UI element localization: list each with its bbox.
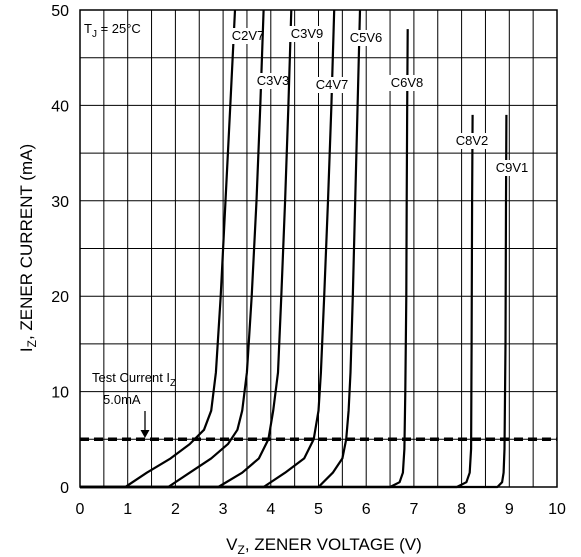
plot-border — [79, 9, 558, 488]
test-current-arrowhead — [140, 430, 150, 438]
curve-label-bg — [494, 160, 530, 176]
curve-label-bg — [389, 75, 425, 91]
y-tick-label: 50 — [51, 3, 69, 20]
condition-label: TJ = 25°C — [84, 21, 141, 40]
curve-label-c6v8: C6V8 — [391, 75, 424, 90]
series-c4v7: C4V7 — [80, 9, 350, 489]
x-tick-label: 9 — [505, 501, 514, 518]
y-tick-label: 0 — [60, 480, 69, 497]
curve-label-c3v3: C3V3 — [257, 73, 290, 88]
x-tick-label: 0 — [76, 501, 85, 518]
curve-label-c4v7: C4V7 — [316, 77, 349, 92]
test-current-annotation: Test Current IZ 5.0mA — [92, 370, 176, 438]
x-tick-label: 5 — [314, 501, 323, 518]
x-tick-label: 10 — [548, 501, 566, 518]
x-tick-label: 3 — [219, 501, 228, 518]
curve-c2v7 — [80, 9, 237, 489]
curve-label-c8v2: C8V2 — [456, 133, 489, 148]
grid — [80, 10, 557, 487]
curve-label-bg — [255, 73, 291, 89]
y-tick-label: 10 — [51, 385, 69, 402]
curves: C2V7 C3V3 C3V9 C4V7 C5V6 C6V8 C8V2 C9V1 — [80, 9, 530, 489]
x-tick-label: 8 — [457, 501, 466, 518]
tick-labels: 0 1 2 3 4 5 6 7 8 9 10 0 10 20 30 40 50 — [51, 3, 566, 518]
plot-frame — [79, 9, 558, 488]
curve-label-bg — [289, 26, 325, 42]
series-c5v6: C5V6 — [80, 9, 384, 489]
test-current-value: 5.0mA — [103, 392, 141, 407]
curve-label-c3v9: C3V9 — [291, 26, 324, 41]
curve-c6v8 — [80, 29, 409, 489]
x-tick-label: 1 — [123, 501, 132, 518]
x-tick-label: 2 — [171, 501, 180, 518]
curve-c9v1 — [80, 114, 508, 489]
y-tick-label: 30 — [51, 194, 69, 211]
curve-c3v3 — [80, 9, 265, 489]
x-axis-label: VZ, ZENER VOLTAGE (V) — [226, 535, 422, 557]
svg-text:Test Current IZ: Test Current IZ — [92, 370, 176, 389]
series-c2v7: C2V7 — [80, 9, 266, 489]
y-axis-label: IZ, ZENER CURRENT (mA) — [17, 144, 39, 352]
series-c6v8: C6V8 — [80, 29, 425, 489]
x-tick-label: 6 — [362, 501, 371, 518]
curve-c4v7 — [80, 9, 336, 489]
svg-text:TJ = 25°C: TJ = 25°C — [84, 21, 141, 40]
curve-label-c5v6: C5V6 — [350, 30, 383, 45]
y-tick-label: 20 — [51, 289, 69, 306]
x-tick-label: 7 — [409, 501, 418, 518]
curve-label-bg — [454, 133, 490, 149]
curve-label-bg — [230, 28, 266, 44]
series-c9v1: C9V1 — [80, 114, 530, 489]
series-c3v3: C3V3 — [80, 9, 291, 489]
y-tick-label: 40 — [51, 98, 69, 115]
curve-label-c9v1: C9V1 — [496, 160, 529, 175]
curve-label-bg — [314, 77, 350, 93]
curve-c3v9 — [80, 9, 293, 489]
curve-c5v6 — [80, 9, 362, 489]
curve-label-c2v7: C2V7 — [232, 28, 265, 43]
x-tick-label: 4 — [266, 501, 275, 518]
curve-label-bg — [348, 30, 384, 46]
series-c3v9: C3V9 — [80, 9, 325, 489]
